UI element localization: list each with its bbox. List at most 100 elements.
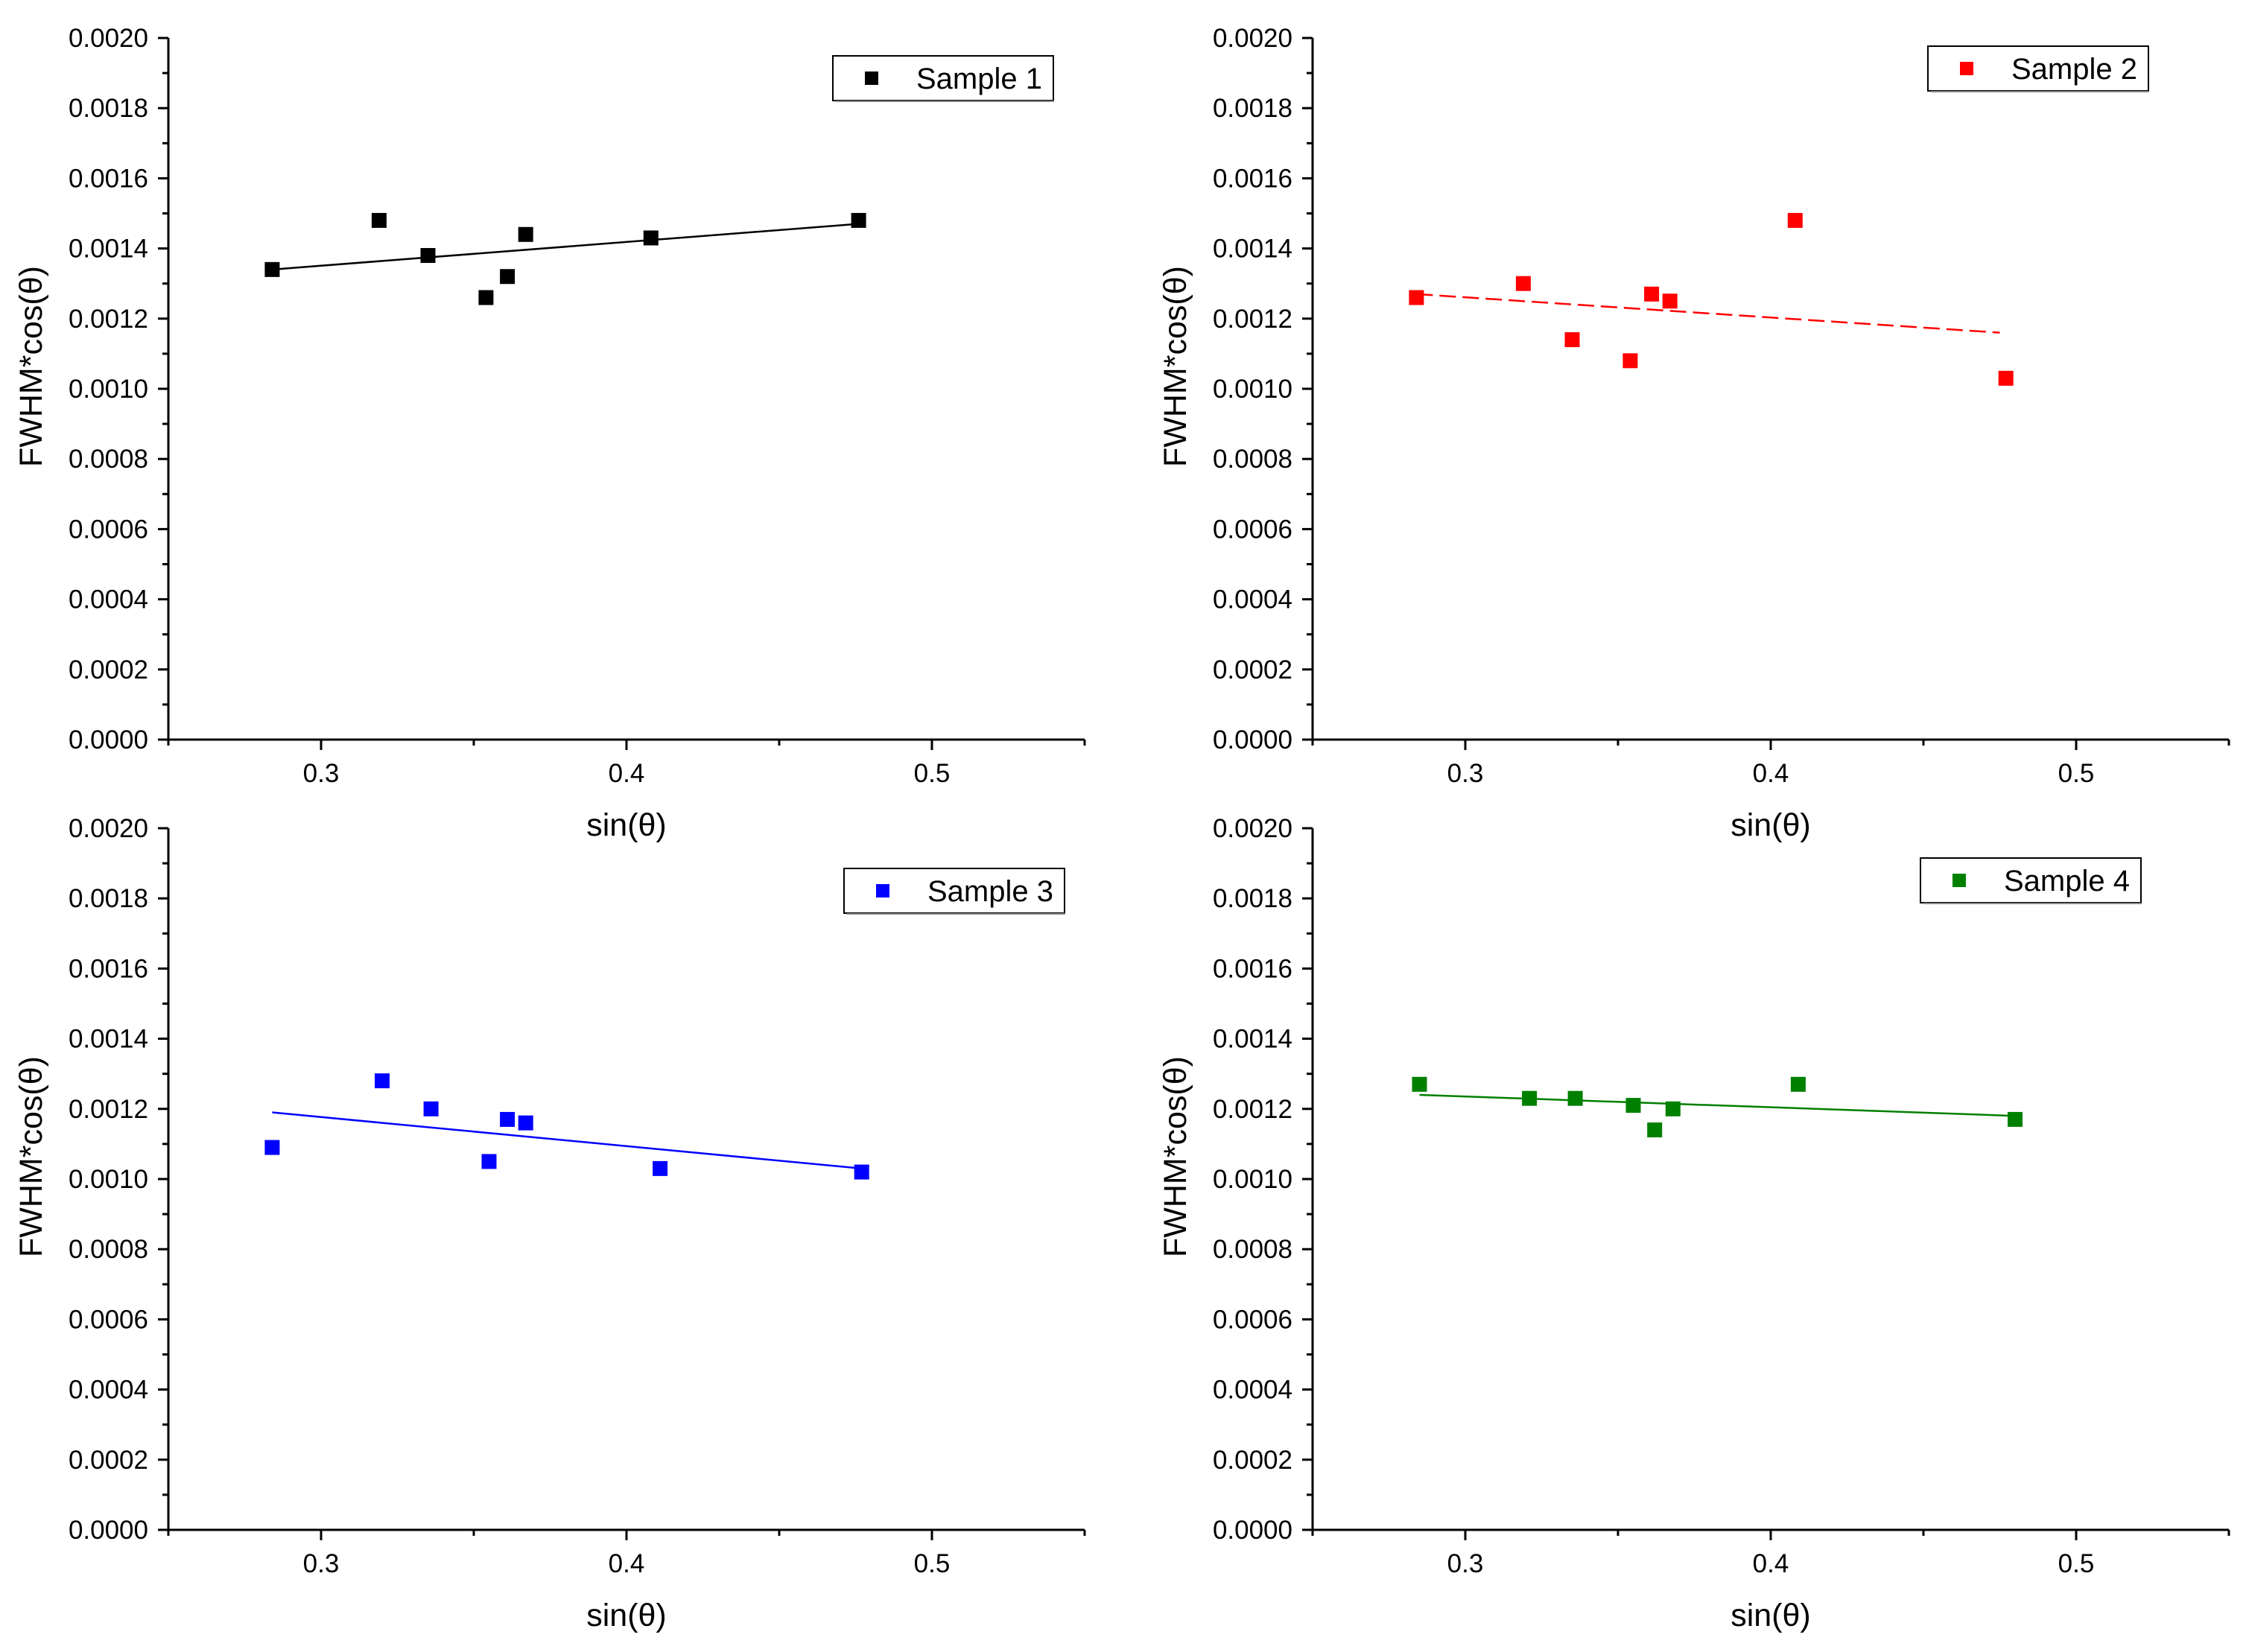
legend-label: Sample 4 <box>2004 865 2130 898</box>
y-tick-label: 0.0018 <box>69 884 148 913</box>
x-tick-label: 0.3 <box>1447 1549 1484 1578</box>
data-point <box>1665 1101 1681 1116</box>
y-tick-label: 0.0016 <box>69 164 148 193</box>
data-point <box>500 1111 515 1127</box>
legend-marker <box>1960 62 1973 75</box>
x-tick-label: 0.5 <box>2058 1549 2095 1578</box>
y-tick-label: 0.0010 <box>69 375 148 404</box>
x-tick-label: 0.3 <box>1447 759 1484 788</box>
y-tick-label: 0.0010 <box>1213 1165 1292 1194</box>
data-point <box>500 269 515 285</box>
legend-marker <box>865 72 878 85</box>
y-tick-label: 0.0012 <box>1213 305 1292 334</box>
x-tick-label: 0.4 <box>609 1549 645 1578</box>
y-tick-label: 0.0000 <box>69 725 148 754</box>
data-point <box>518 1115 533 1131</box>
data-point <box>1662 293 1678 309</box>
data-point <box>478 290 494 305</box>
data-point <box>1567 1090 1583 1106</box>
y-tick-label: 0.0014 <box>1213 235 1292 264</box>
data-point <box>264 1140 280 1155</box>
y-tick-label: 0.0004 <box>69 585 148 614</box>
y-tick-label: 0.0014 <box>69 235 148 264</box>
x-tick-label: 0.5 <box>2058 759 2095 788</box>
data-point <box>1647 1122 1663 1138</box>
x-tick-label: 0.4 <box>1753 759 1789 788</box>
data-point <box>371 212 387 228</box>
y-tick-label: 0.0004 <box>1213 585 1292 614</box>
data-point <box>375 1073 390 1089</box>
y-tick-label: 0.0002 <box>69 1446 148 1475</box>
chart-panel-sample-2: 0.0000 0.0002 0.0004 0.0006 0.0008 0.0010 0.00… <box>1158 24 2230 843</box>
y-tick-label: 0.0006 <box>69 1305 148 1334</box>
x-tick-label: 0.4 <box>609 759 645 788</box>
y-axis-title: FWHM*cos(θ) <box>13 266 49 467</box>
fit-line <box>272 223 859 271</box>
data-point <box>1787 212 1803 228</box>
y-tick-label: 0.0002 <box>1213 1446 1292 1475</box>
data-point <box>264 261 280 277</box>
chart-panel-sample-3: 0.0000 0.0002 0.0004 0.0006 0.0008 0.0010 0.00… <box>13 814 1086 1633</box>
data-point <box>1998 370 2014 386</box>
x-tick-label: 0.4 <box>1753 1549 1789 1578</box>
legend-label: Sample 2 <box>2011 53 2137 86</box>
data-point <box>1564 332 1580 348</box>
fit-line <box>1416 293 2000 334</box>
y-tick-label: 0.0010 <box>69 1165 148 1194</box>
y-tick-label: 0.0002 <box>1213 655 1292 684</box>
legend-marker <box>1952 874 1966 887</box>
y-tick-label: 0.0020 <box>1213 24 1292 53</box>
y-tick-label: 0.0016 <box>1213 954 1292 983</box>
y-axis-title: FWHM*cos(θ) <box>1158 266 1193 467</box>
y-tick-label: 0.0004 <box>1213 1376 1292 1405</box>
legend-label: Sample 1 <box>916 63 1042 95</box>
data-point <box>854 1164 869 1180</box>
fit-line <box>1419 1093 2016 1117</box>
chart-panel-sample-1: 0.0000 0.0002 0.0004 0.0006 0.0008 0.0010 0.00… <box>13 24 1086 843</box>
y-tick-label: 0.0018 <box>1213 94 1292 123</box>
y-tick-label: 0.0006 <box>1213 515 1292 544</box>
data-point <box>518 226 533 242</box>
x-tick-label: 0.5 <box>914 1549 951 1578</box>
data-point <box>1790 1076 1806 1092</box>
x-tick-label: 0.3 <box>303 759 340 788</box>
y-tick-label: 0.0012 <box>69 305 148 334</box>
data-point <box>851 212 866 228</box>
legend-marker <box>876 884 889 898</box>
data-point <box>1409 290 1424 305</box>
y-tick-label: 0.0008 <box>69 1235 148 1264</box>
data-point <box>1622 353 1638 369</box>
y-tick-label: 0.0006 <box>1213 1305 1292 1334</box>
data-point <box>1515 276 1531 291</box>
y-tick-label: 0.0002 <box>69 655 148 684</box>
y-tick-label: 0.0014 <box>1213 1025 1292 1054</box>
x-tick-label: 0.3 <box>303 1549 340 1578</box>
y-tick-label: 0.0000 <box>1213 1516 1292 1545</box>
x-axis-title: sin(θ) <box>1731 807 1811 843</box>
y-tick-label: 0.0012 <box>1213 1095 1292 1124</box>
data-point <box>481 1154 497 1169</box>
y-tick-label: 0.0010 <box>1213 375 1292 404</box>
data-point <box>643 230 659 246</box>
y-tick-label: 0.0018 <box>69 94 148 123</box>
data-point <box>653 1160 668 1176</box>
y-tick-label: 0.0016 <box>69 954 148 983</box>
y-tick-label: 0.0012 <box>69 1095 148 1124</box>
data-point <box>1412 1076 1427 1092</box>
y-tick-label: 0.0008 <box>69 445 148 474</box>
data-point <box>420 248 436 264</box>
x-tick-label: 0.5 <box>914 759 951 788</box>
data-point <box>423 1101 439 1116</box>
legend-label: Sample 3 <box>927 875 1053 908</box>
y-tick-label: 0.0020 <box>69 24 148 53</box>
x-axis-title: sin(θ) <box>1731 1598 1811 1633</box>
data-point <box>1522 1090 1538 1106</box>
x-axis-title: sin(θ) <box>586 1598 667 1633</box>
y-tick-label: 0.0018 <box>1213 884 1292 913</box>
data-point <box>2008 1111 2023 1127</box>
y-axis-title: FWHM*cos(θ) <box>1158 1056 1193 1257</box>
y-tick-label: 0.0014 <box>69 1025 148 1054</box>
fit-line <box>272 1111 862 1170</box>
y-tick-label: 0.0008 <box>1213 1235 1292 1264</box>
